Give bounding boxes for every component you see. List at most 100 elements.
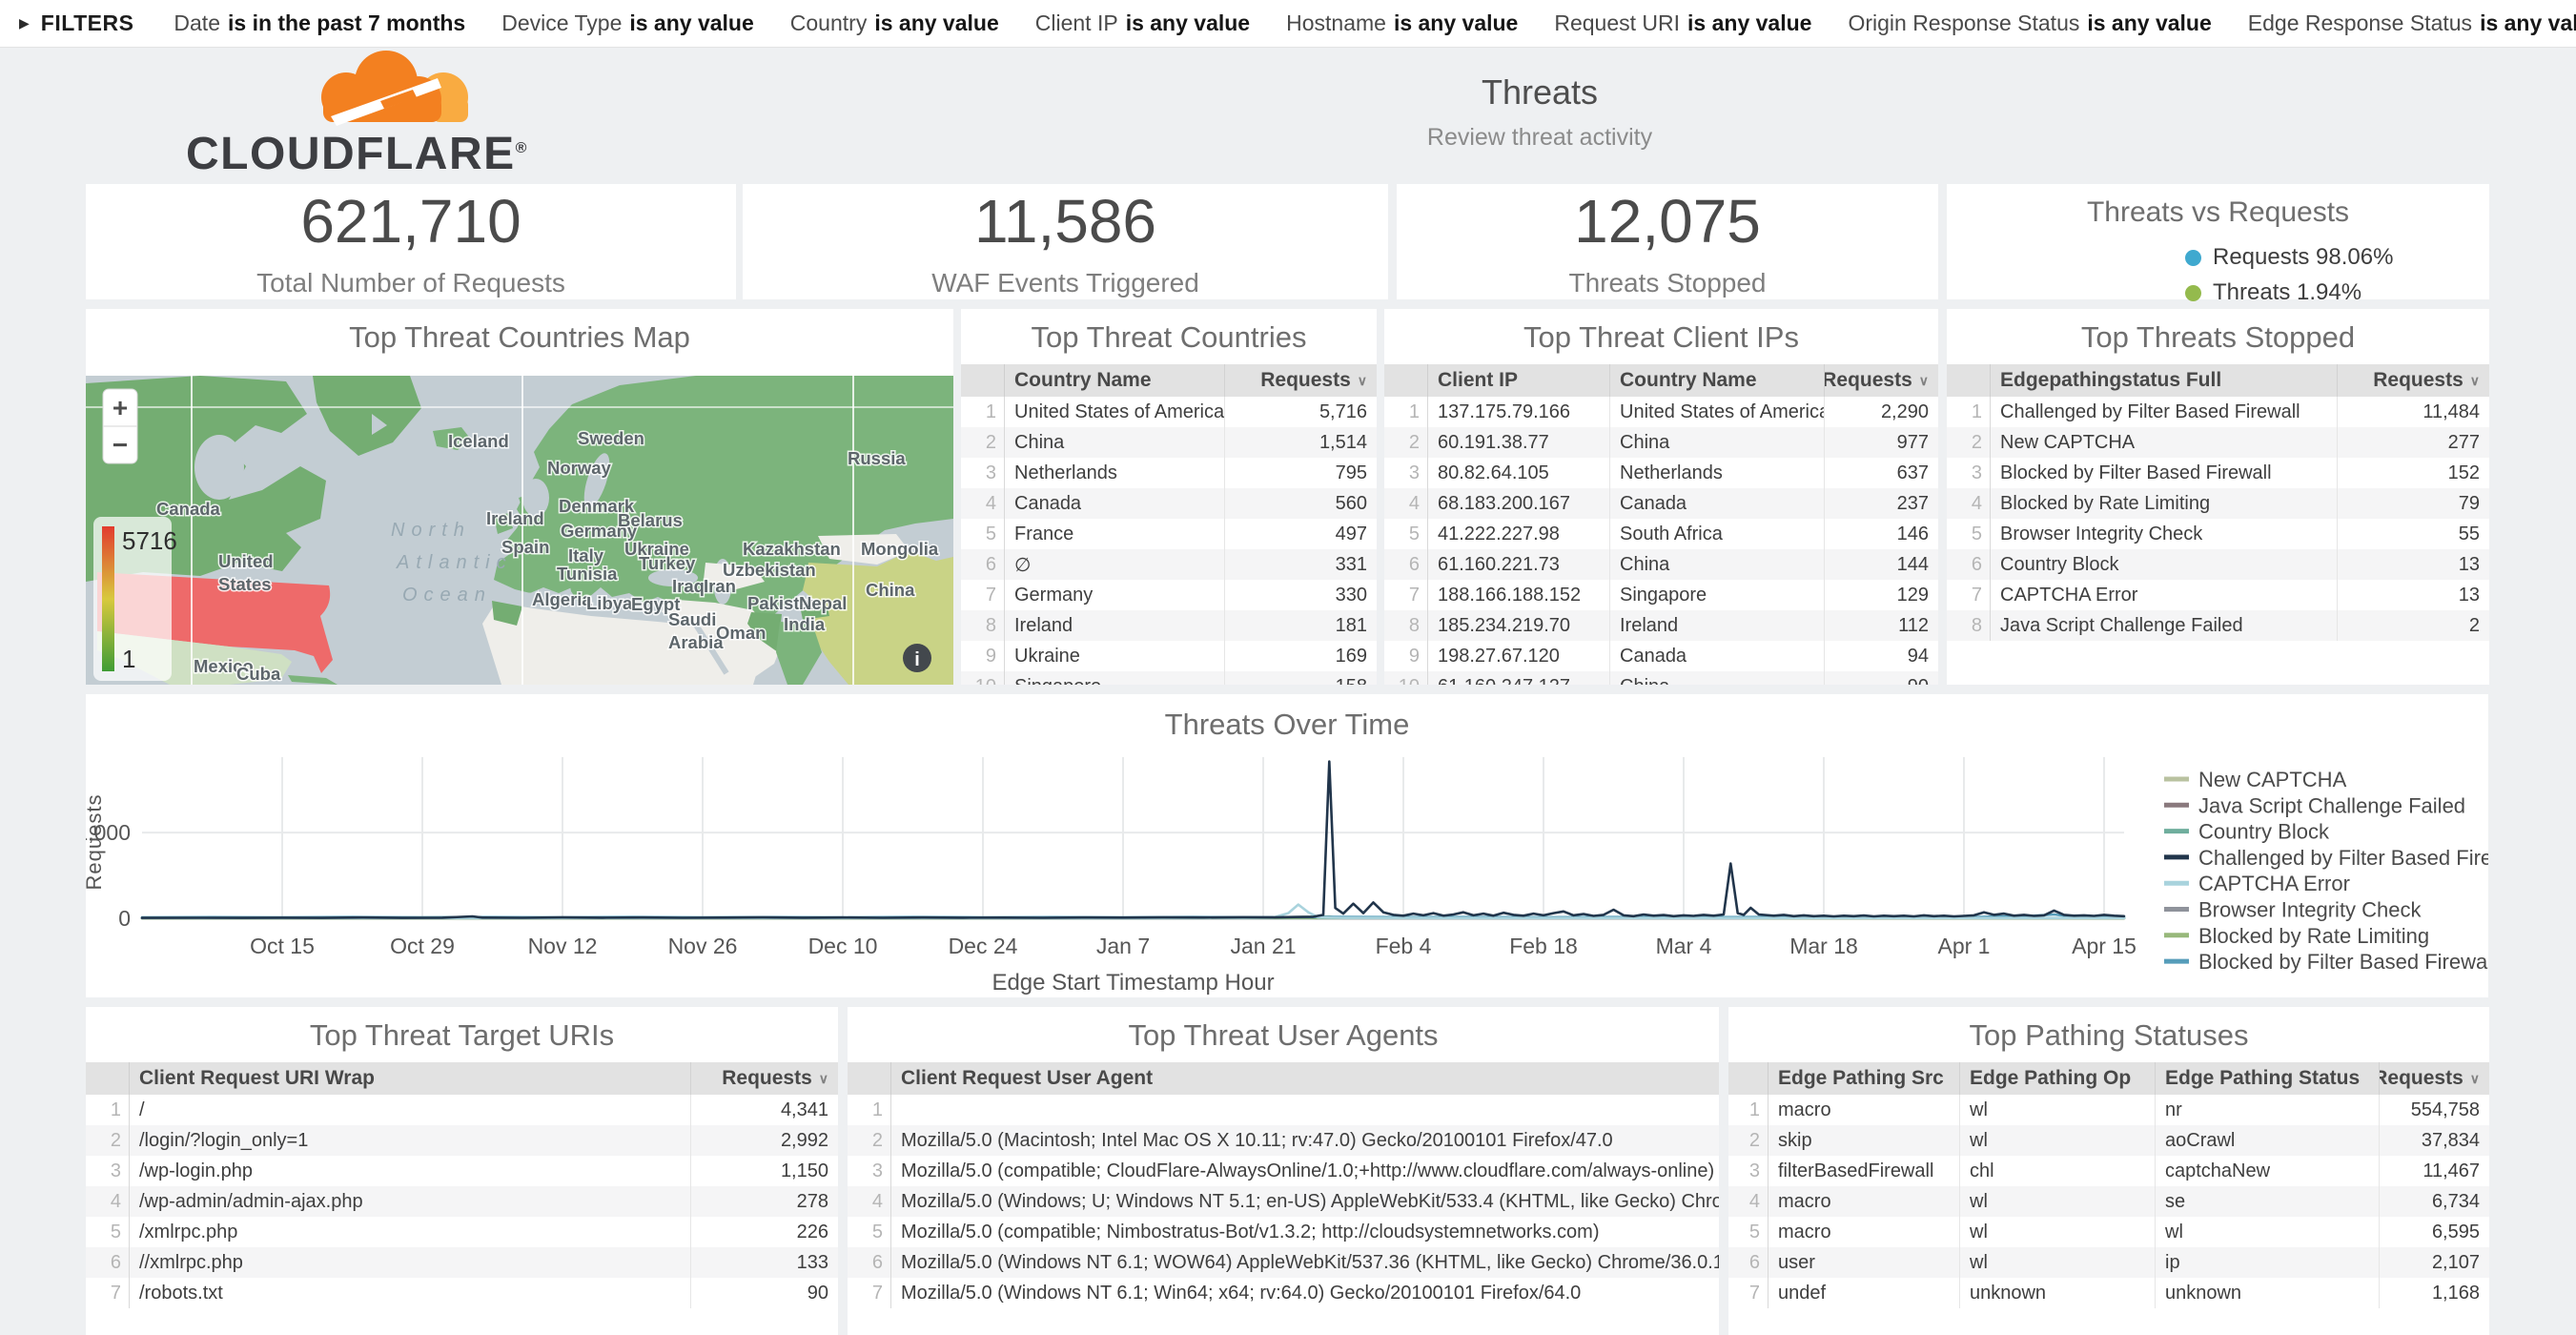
filter-field-value: is in the past 7 months: [228, 10, 466, 35]
column-header[interactable]: Requests ∨: [2337, 364, 2489, 397]
column-header[interactable]: Edge Pathing Status: [2155, 1062, 2379, 1095]
legend-item[interactable]: Challenged by Filter Based Firewall: [2164, 846, 2528, 870]
filter-chip-origin-response-status[interactable]: Origin Response Status is any value: [1848, 10, 2211, 36]
legend-item[interactable]: Requests 98.06%: [2185, 244, 2489, 271]
x-tick-label: Nov 12: [528, 934, 598, 958]
filter-chip-device-type[interactable]: Device Type is any value: [501, 10, 754, 36]
filter-chip-country[interactable]: Country is any value: [790, 10, 999, 36]
filter-chip-list: Date is in the past 7 months Device Type is…: [174, 10, 2576, 36]
cell: 2: [961, 427, 1005, 458]
cell: undef: [1778, 1282, 1827, 1304]
stat-value: 621,710: [300, 186, 521, 256]
column-header[interactable]: Requests ∨: [1224, 364, 1377, 397]
map-shape-baltic-sea: [583, 453, 610, 508]
cell: 2: [2337, 610, 2489, 641]
filter-chip-client-ip[interactable]: Client IP is any value: [1035, 10, 1250, 36]
cell: 3: [86, 1156, 130, 1186]
filter-chip-edge-response-status[interactable]: Edge Response Status is any value: [2248, 10, 2576, 36]
legend-item[interactable]: Browser Integrity Check: [2164, 898, 2423, 922]
legend-item[interactable]: New CAPTCHA: [2164, 768, 2347, 791]
filter-chip-hostname[interactable]: Hostname is any value: [1286, 10, 1518, 36]
column-header[interactable]: Requests ∨: [1824, 364, 1938, 397]
cell: ip: [2155, 1247, 2379, 1278]
map-country-label: Nepal: [799, 593, 847, 613]
column-header: [848, 1062, 891, 1095]
sort-chevron-down-icon: ∨: [2469, 372, 2480, 388]
map-shape-red-sea: [691, 620, 729, 675]
map-shape-mediterranean-sea: [511, 591, 679, 618]
cell: 7: [1947, 580, 1991, 610]
cell: 79: [2337, 488, 2489, 519]
column-header[interactable]: Edge Pathing Op: [1959, 1062, 2155, 1095]
map-country-label: Denmark: [559, 496, 635, 516]
table-row: 7 CAPTCHA Error 13: [1947, 580, 2489, 610]
threats-vs-requests-panel: Threats vs Requests Requests 98.06% Threa…: [1947, 184, 2489, 305]
column-header[interactable]: Requests ∨: [2379, 1062, 2489, 1095]
top-threats-stopped-panel: Top Threats Stopped Edgepathingstatus Ful…: [1947, 309, 2489, 685]
map-country-label: Saudi: [668, 609, 716, 629]
map-country-label: Arabia: [668, 632, 724, 652]
cell: wl: [1959, 1095, 2155, 1125]
map-shape-fjord: [372, 414, 387, 435]
column-header[interactable]: Country Name: [1609, 364, 1824, 397]
filter-chip-date[interactable]: Date is in the past 7 months: [174, 10, 465, 36]
cell: 4: [86, 1186, 130, 1217]
cell: 5: [1728, 1217, 1768, 1247]
zoom-out-button[interactable]: −: [112, 430, 128, 460]
filter-chip-request-uri[interactable]: Request URI is any value: [1554, 10, 1811, 36]
filters-label: FILTERS: [40, 10, 134, 35]
table-row: 7/robots.txt 90: [86, 1278, 838, 1308]
column-header[interactable]: Client IP: [1428, 364, 1609, 397]
column-header[interactable]: Client Request URI Wrap: [130, 1062, 690, 1095]
legend-item[interactable]: Country Block: [2164, 820, 2330, 844]
cell: Canada: [1609, 488, 1824, 519]
cell: /: [139, 1099, 145, 1120]
column-header[interactable]: Country Name: [1005, 364, 1224, 397]
series-line-challenged-by-filter-based-firewall: [140, 760, 2126, 919]
map-shape-eurasia: [494, 376, 953, 626]
column-header[interactable]: Requests ∨: [690, 1062, 838, 1095]
cell: 6: [86, 1247, 130, 1278]
map-scale-min: 1: [122, 645, 135, 673]
column-header-label: Requests: [1260, 369, 1351, 391]
column-header[interactable]: Client Request User Agent: [891, 1062, 1719, 1095]
legend-item[interactable]: Blocked by Rate Limiting: [2164, 924, 2429, 948]
zoom-in-button[interactable]: +: [112, 393, 128, 422]
cell: se: [2155, 1186, 2379, 1217]
filters-toggle[interactable]: ▶ FILTERS: [19, 10, 133, 36]
column-header[interactable]: Edgepathingstatus Full: [1991, 364, 2337, 397]
cell: Mozilla/5.0 (compatible; CloudFlare-Alwa…: [901, 1160, 1715, 1181]
cell: 3: [848, 1156, 891, 1186]
world-map[interactable]: North Atlantic Ocean Canada United States Mexi…: [86, 376, 953, 685]
legend-item[interactable]: Java Script Challenge Failed: [2164, 793, 2465, 817]
cell: 7: [848, 1278, 891, 1308]
cloudflare-logo: CLOUDFLARE®: [186, 48, 526, 180]
cell: 146: [1824, 519, 1938, 549]
cell: Blocked by Filter Based Firewall: [2000, 462, 2272, 483]
column-header[interactable]: Edge Pathing Src: [1768, 1062, 1959, 1095]
threats-over-time-chart[interactable]: Threats Over Time Oct 15 Oct 29 Nov 12 Nov 2…: [75, 694, 2528, 997]
cell: 3: [1947, 458, 1991, 488]
cell: 237: [1824, 488, 1938, 519]
map-country-label: Ireland: [486, 508, 544, 528]
cell: 1,168: [2379, 1278, 2489, 1308]
legend-item[interactable]: Threats 1.94%: [2185, 279, 2489, 306]
registered-mark: ®: [515, 140, 528, 156]
map-country-label: Egypt: [631, 594, 680, 614]
x-tick-label: Feb 4: [1376, 934, 1432, 958]
cell: 6: [1728, 1247, 1768, 1278]
chart-title: Threats Over Time: [1165, 708, 1410, 741]
cell: 185.234.219.70: [1438, 614, 1571, 636]
cell: 2,290: [1824, 397, 1938, 427]
legend-item[interactable]: CAPTCHA Error: [2164, 872, 2350, 895]
column-header-label: Edgepathingstatus Full: [2000, 369, 2222, 391]
panel-title: Top Threat Countries: [1031, 320, 1307, 354]
cell: 4: [1384, 488, 1428, 519]
legend-item[interactable]: Blocked by Filter Based Firewall: [2164, 950, 2497, 974]
table-row: 5/xmlrpc.php 226: [86, 1217, 838, 1247]
info-button[interactable]: [903, 644, 931, 672]
map-shape-ireland: [494, 513, 513, 534]
x-tick-label: Jan 7: [1096, 934, 1150, 958]
cell: 169: [1224, 641, 1377, 671]
table-row: 5 Mozilla/5.0 (compatible; Nimbostratus-B…: [848, 1217, 1719, 1247]
